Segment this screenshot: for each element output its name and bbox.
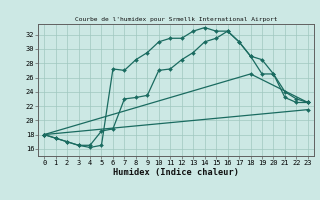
Title: Courbe de l'humidex pour Srmellk International Airport: Courbe de l'humidex pour Srmellk Interna…	[75, 17, 277, 22]
X-axis label: Humidex (Indice chaleur): Humidex (Indice chaleur)	[113, 168, 239, 177]
